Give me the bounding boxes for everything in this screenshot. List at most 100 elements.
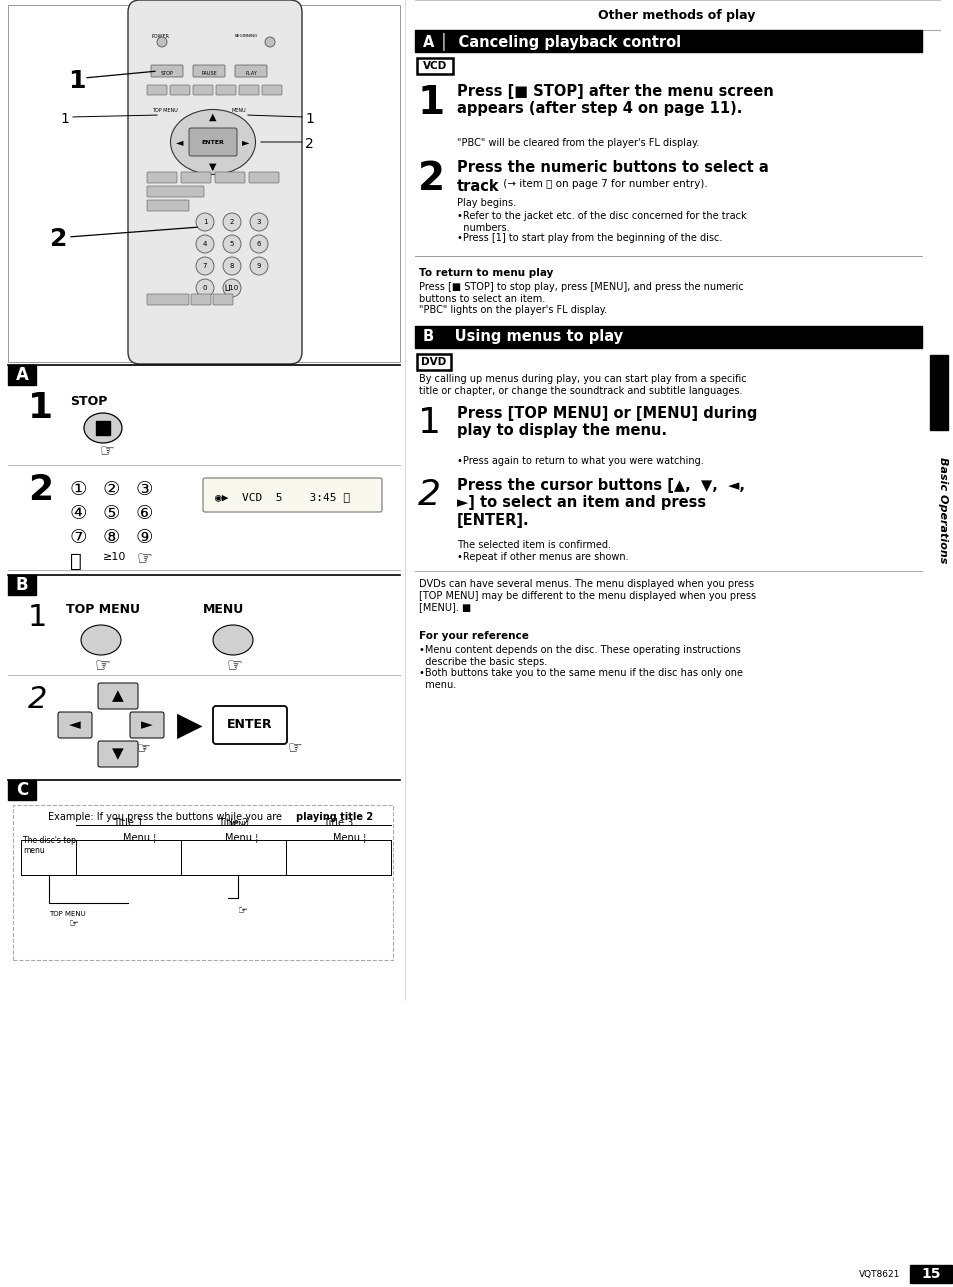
Text: 1: 1	[417, 84, 445, 122]
Text: 1: 1	[417, 405, 440, 440]
Bar	[8, 575, 36, 595]
Text: 2: 2	[230, 219, 233, 225]
FancyBboxPatch shape	[130, 712, 164, 737]
Text: By calling up menus during play, you can start play from a specific
title or cha: By calling up menus during play, you can…	[418, 375, 746, 395]
Text: 6: 6	[256, 241, 261, 247]
Text: TOP MENU: TOP MENU	[66, 604, 140, 616]
Text: ☞: ☞	[288, 739, 302, 757]
Bar	[416, 354, 451, 369]
FancyBboxPatch shape	[58, 712, 91, 737]
Text: 15: 15	[921, 1266, 940, 1281]
Text: ▼: ▼	[209, 162, 216, 172]
Text: ▲: ▲	[112, 689, 124, 704]
Text: 1: 1	[305, 112, 314, 126]
Text: 1: 1	[60, 112, 69, 126]
FancyBboxPatch shape	[170, 85, 190, 95]
Circle shape	[195, 236, 213, 254]
Text: Menu ¦: Menu ¦	[225, 833, 258, 843]
Text: ④: ④	[70, 505, 88, 523]
Text: POWER: POWER	[152, 33, 170, 39]
Text: ≥10: ≥10	[103, 552, 126, 562]
Text: playing title 2: playing title 2	[295, 812, 373, 822]
Text: Play begins.: Play begins.	[456, 198, 516, 208]
Text: ⑨: ⑨	[136, 528, 153, 547]
Text: 2: 2	[28, 474, 53, 507]
FancyBboxPatch shape	[128, 0, 302, 364]
Text: BEGINNING: BEGINNING	[234, 33, 258, 39]
Circle shape	[265, 37, 274, 48]
FancyBboxPatch shape	[147, 85, 167, 95]
Circle shape	[157, 37, 167, 48]
Text: A: A	[15, 366, 29, 384]
Text: ☞: ☞	[70, 919, 79, 929]
Text: For your reference: For your reference	[418, 631, 528, 641]
FancyBboxPatch shape	[98, 683, 138, 709]
Bar	[8, 5, 399, 362]
Text: 2: 2	[417, 477, 440, 512]
Text: Title 2: Title 2	[218, 819, 249, 828]
Bar	[96, 421, 110, 435]
Text: ②: ②	[103, 480, 120, 499]
Text: 1: 1	[28, 391, 53, 425]
Text: ►: ►	[242, 136, 250, 147]
Text: DVDs can have several menus. The menu displayed when you press
[TOP MENU] may be: DVDs can have several menus. The menu di…	[418, 579, 756, 613]
Text: 2: 2	[50, 227, 68, 251]
Text: •Menu content depends on the disc. These operating instructions
  describe the b: •Menu content depends on the disc. These…	[418, 645, 742, 690]
Text: Press [■ STOP] to stop play, press [MENU], and press the numeric
buttons to sele: Press [■ STOP] to stop play, press [MENU…	[418, 282, 743, 315]
Text: B    Using menus to play: B Using menus to play	[422, 329, 622, 345]
Ellipse shape	[213, 625, 253, 655]
Text: ◄: ◄	[176, 136, 184, 147]
Text: VCD: VCD	[422, 60, 447, 71]
Text: TOP MENU: TOP MENU	[49, 911, 86, 918]
Text: ☞: ☞	[227, 656, 243, 674]
Text: PLAY: PLAY	[245, 71, 256, 76]
Text: 0: 0	[203, 284, 207, 291]
Text: ☞: ☞	[95, 656, 111, 674]
Bar	[415, 30, 921, 51]
Text: track: track	[456, 179, 499, 194]
Text: Example: If you press the buttons while you are: Example: If you press the buttons while …	[48, 812, 285, 822]
Text: ◄: ◄	[69, 717, 81, 732]
Text: 3: 3	[256, 219, 261, 225]
Text: Press the numeric buttons to select a: Press the numeric buttons to select a	[456, 160, 768, 175]
Circle shape	[195, 279, 213, 297]
Ellipse shape	[171, 109, 255, 175]
Text: 5: 5	[230, 241, 233, 247]
Text: A │  Canceling playback control: A │ Canceling playback control	[422, 32, 680, 50]
Text: 7: 7	[203, 263, 207, 269]
Ellipse shape	[81, 625, 121, 655]
Text: ▲: ▲	[209, 112, 216, 122]
Text: 9: 9	[256, 263, 261, 269]
Circle shape	[250, 236, 268, 254]
Circle shape	[223, 214, 241, 230]
Text: (→ item ⓘ on page 7 for number entry).: (→ item ⓘ on page 7 for number entry).	[499, 179, 707, 189]
FancyBboxPatch shape	[193, 85, 213, 95]
Text: ◉▶  VCD  5    3:45 ⎗: ◉▶ VCD 5 3:45 ⎗	[214, 492, 350, 502]
Text: 2: 2	[305, 136, 314, 151]
Text: 1: 1	[28, 604, 48, 632]
Bar	[8, 366, 36, 385]
FancyBboxPatch shape	[189, 127, 236, 156]
Text: ▼: ▼	[112, 746, 124, 762]
FancyBboxPatch shape	[215, 85, 235, 95]
Text: 8: 8	[230, 263, 234, 269]
Text: The disc's top
menu: The disc's top menu	[23, 837, 76, 856]
Circle shape	[223, 257, 241, 275]
Text: ▶: ▶	[177, 709, 203, 741]
Bar	[415, 326, 921, 347]
Text: PAUSE: PAUSE	[201, 71, 216, 76]
Text: Title 1: Title 1	[113, 819, 144, 828]
Text: Title 3: Title 3	[323, 819, 354, 828]
Text: •Press [1] to start play from the beginning of the disc.: •Press [1] to start play from the beginn…	[456, 233, 721, 243]
Circle shape	[223, 279, 241, 297]
Text: The selected item is confirmed.: The selected item is confirmed.	[456, 541, 610, 550]
Text: ☞: ☞	[238, 906, 248, 916]
FancyBboxPatch shape	[239, 85, 258, 95]
FancyBboxPatch shape	[191, 293, 211, 305]
FancyBboxPatch shape	[181, 172, 211, 183]
Bar	[416, 58, 453, 73]
FancyBboxPatch shape	[213, 707, 287, 744]
Ellipse shape	[84, 413, 122, 443]
Text: ☞: ☞	[136, 741, 150, 755]
Text: ⑦: ⑦	[70, 528, 88, 547]
